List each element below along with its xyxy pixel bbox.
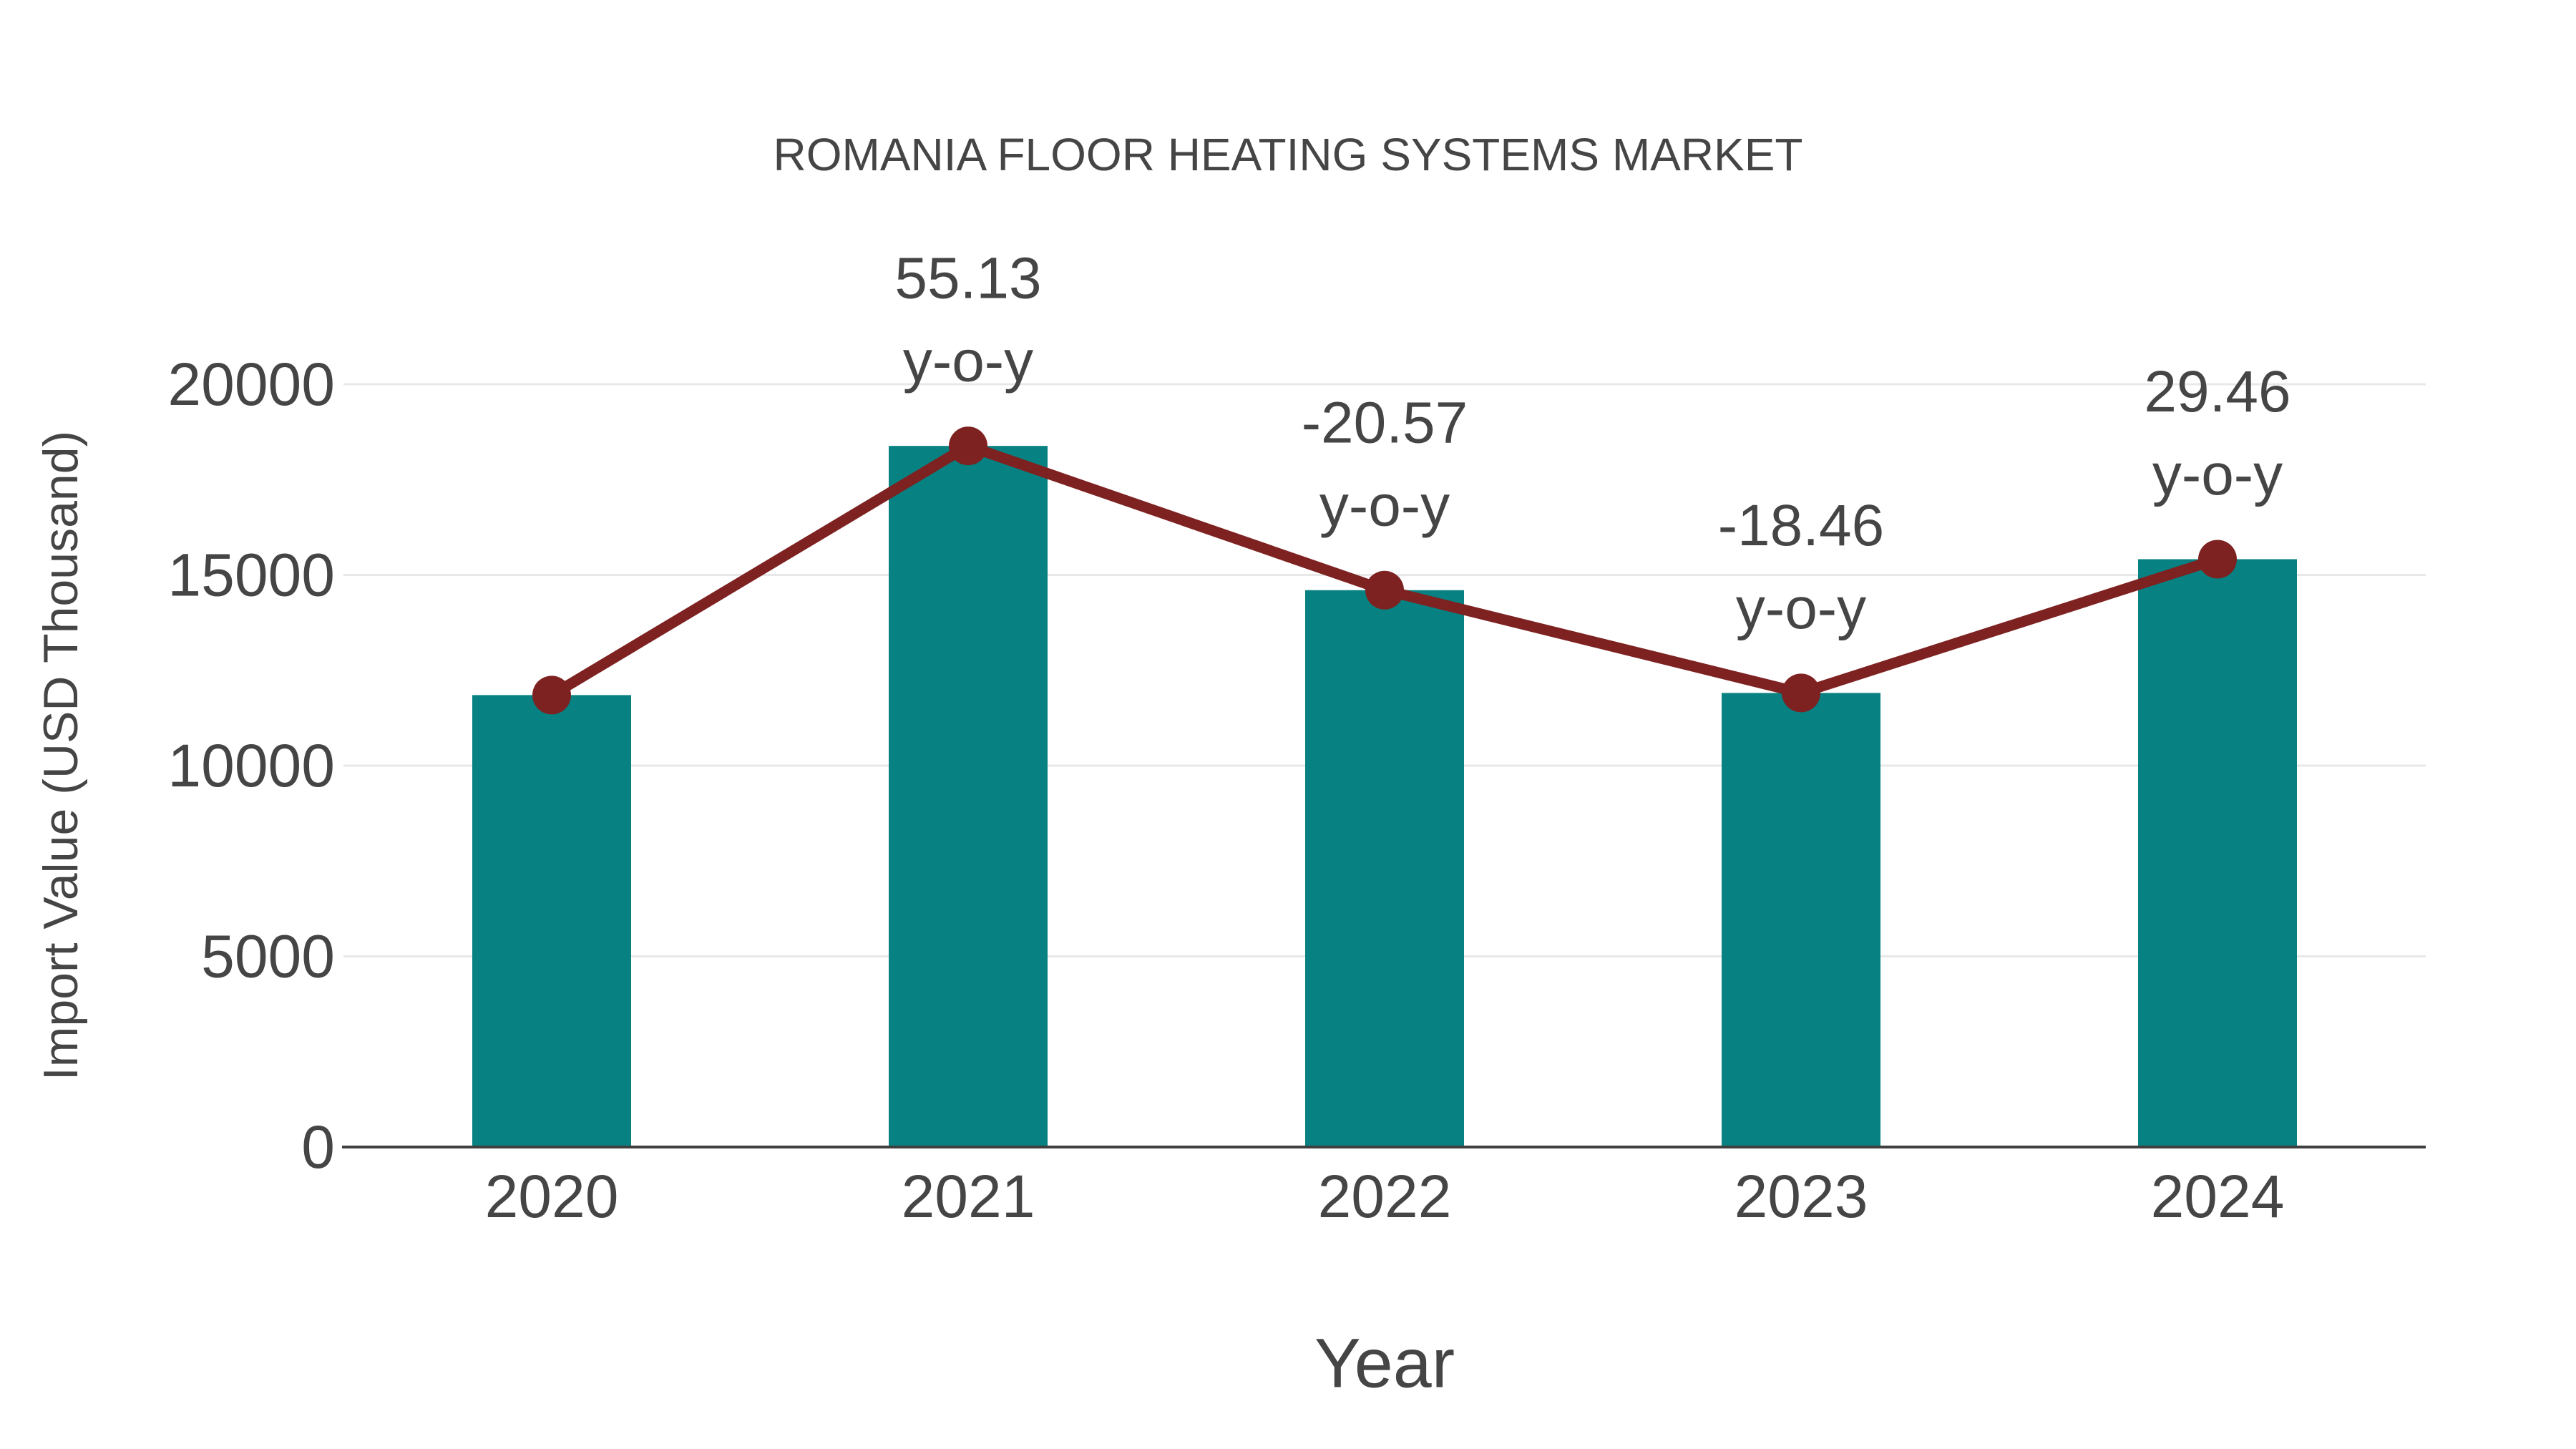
trend-line-group [532, 426, 2237, 715]
y-tick-label-10000: 10000 [167, 732, 335, 799]
trend-marker-2022[interactable] [1365, 570, 1404, 610]
annotation-yoy-2023: y-o-y [1736, 576, 1866, 641]
annotation-yoy-2022: y-o-y [1319, 473, 1450, 538]
x-tick-label-2024: 2024 [2151, 1163, 2285, 1230]
chart-title: ROMANIA FLOOR HEATING SYSTEMS MARKET [774, 129, 1803, 180]
trend-marker-2021[interactable] [949, 426, 987, 466]
annotation-value-2022: -20.57 [1302, 390, 1468, 455]
x-axis-title: Year [1314, 1324, 1455, 1402]
y-axis-title: Import Value (USD Thousand) [34, 431, 88, 1080]
annotation-yoy-2024: y-o-y [2152, 442, 2283, 507]
x-tick-label-2021: 2021 [902, 1163, 1035, 1230]
trend-marker-2024[interactable] [2198, 540, 2237, 579]
bars-group [472, 446, 2297, 1147]
bar-2023[interactable] [1722, 693, 1880, 1147]
x-tick-label-2023: 2023 [1735, 1163, 1868, 1230]
bar-2020[interactable] [472, 695, 631, 1147]
annotation-value-2023: -18.46 [1718, 493, 1885, 558]
annotation-value-2021: 55.13 [894, 246, 1041, 311]
y-tick-label-0: 0 [301, 1113, 335, 1181]
annotation-value-2024: 29.46 [2144, 359, 2290, 424]
annotation-yoy-2021: y-o-y [903, 329, 1033, 394]
labels-group: 0 5000 10000 15000 20000 2020 2021 2022 2023 2024… [167, 246, 2290, 1230]
y-tick-label-5000: 5000 [201, 923, 335, 990]
y-tick-label-20000: 20000 [167, 351, 335, 418]
bar-2022[interactable] [1305, 590, 1464, 1147]
trend-marker-2020[interactable] [532, 675, 571, 715]
trend-marker-2023[interactable] [1782, 673, 1820, 713]
x-tick-label-2020: 2020 [485, 1163, 619, 1230]
bar-2024[interactable] [2138, 559, 2297, 1147]
y-tick-label-15000: 15000 [167, 542, 335, 609]
x-tick-label-2022: 2022 [1318, 1163, 1452, 1230]
bar-2021[interactable] [889, 446, 1048, 1147]
